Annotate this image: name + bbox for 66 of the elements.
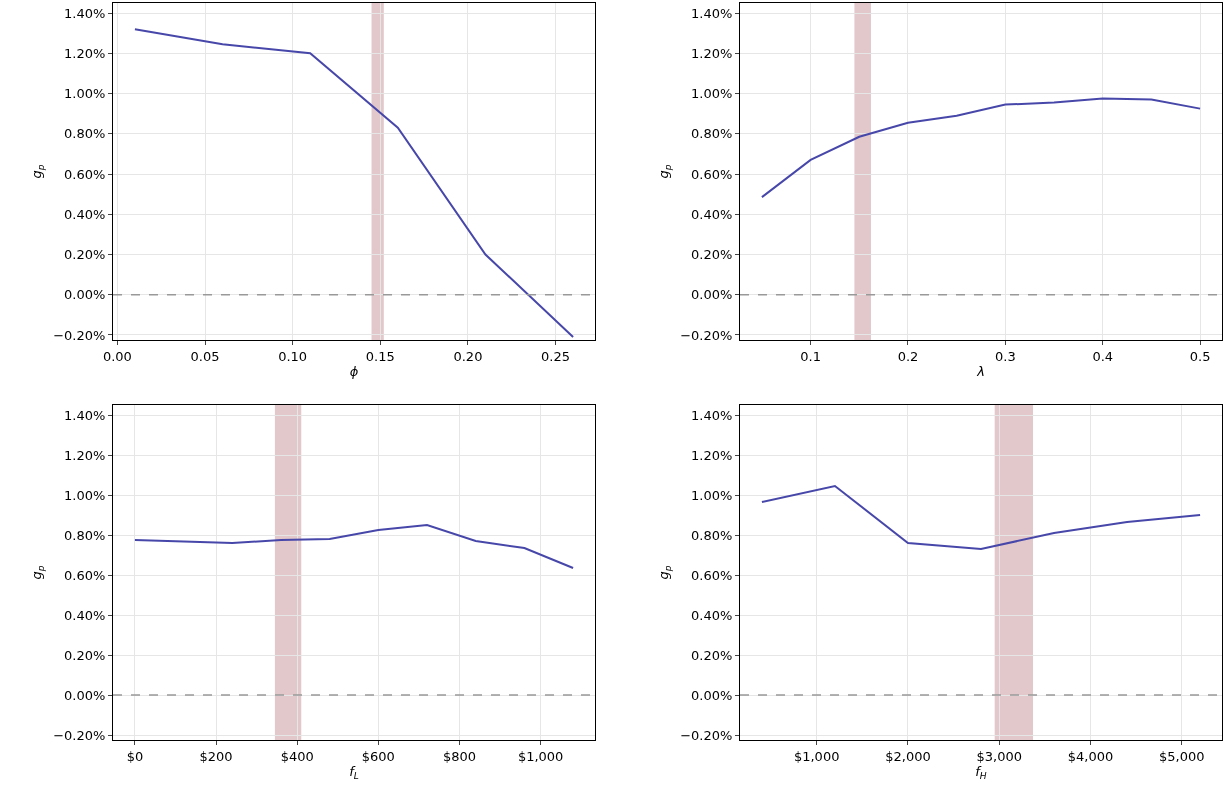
y-tick-label: 1.20% (64, 45, 106, 61)
y-tick-label: 0.00% (691, 687, 733, 703)
y-tick-label: 0.00% (64, 287, 106, 303)
y-tick-label: −0.20% (53, 727, 106, 743)
x-tick-label: $600 (361, 748, 395, 764)
y-tick-label: 1.00% (64, 86, 106, 102)
x-tick-label: $5,000 (1159, 748, 1205, 764)
x-tick-label: 0.4 (1092, 348, 1114, 364)
y-tick-label: 1.40% (64, 5, 106, 21)
x-tick-label: $800 (442, 748, 477, 764)
x-tick-label: 0.1 (800, 348, 821, 364)
x-tick-label: $3,000 (976, 748, 1023, 764)
y-tick-label: 0.00% (64, 687, 106, 703)
x-tick-label: $0 (126, 748, 144, 764)
x-tick-label: 0.00 (102, 348, 132, 364)
y-tick-label: 1.00% (64, 487, 106, 503)
x-tick-label: 0.3 (995, 348, 1016, 364)
x-tick-label: $2,000 (885, 748, 931, 764)
y-tick-label: 0.60% (64, 567, 106, 583)
y-tick-label: 1.00% (691, 86, 733, 102)
line-series (133, 524, 575, 569)
y-tick-label: −0.20% (680, 327, 733, 343)
y-tick-label: 1.40% (691, 407, 733, 423)
y-tick-label: 1.20% (691, 45, 733, 61)
x-tick-label: $1,000 (517, 748, 564, 764)
x-axis-title: f$_{H}$ (975, 764, 987, 781)
y-tick-label: 0.60% (64, 166, 106, 182)
y-tick-label: 0.20% (64, 647, 106, 663)
y-tick-label: 1.40% (64, 407, 106, 423)
y-tick-label: −0.20% (53, 327, 106, 343)
y-tick-label: 0.80% (64, 527, 106, 543)
x-tick-label: 0.10 (278, 348, 308, 364)
y-tick-label: 0.60% (691, 166, 733, 182)
x-axis-title: f$_{L}$ (349, 764, 359, 781)
y-tick-label: 0.60% (691, 567, 733, 583)
line-series (760, 97, 1202, 199)
y-tick-label: 0.20% (691, 247, 733, 263)
y-tick-label: 0.40% (64, 206, 106, 222)
x-tick-label: 0.5 (1189, 348, 1211, 364)
x-tick-label: $200 (199, 748, 233, 764)
x-tick-label: $4,000 (1067, 748, 1114, 764)
y-tick-label: 0.80% (64, 126, 106, 142)
x-tick-label: 0.2 (897, 348, 919, 364)
y-tick-label: 0.20% (64, 247, 106, 263)
y-tick-label: 0.40% (691, 607, 733, 623)
y-tick-label: 1.20% (64, 447, 106, 463)
y-tick-label: 1.00% (691, 487, 733, 503)
line-series (760, 485, 1202, 550)
x-tick-label: 0.20 (453, 348, 483, 364)
y-tick-label: 0.20% (691, 647, 733, 663)
y-tick-label: 0.00% (691, 287, 733, 303)
y-tick-label: 0.40% (691, 206, 733, 222)
x-tick-label: $1,000 (793, 748, 840, 764)
y-tick-label: 0.40% (64, 607, 106, 623)
x-tick-label: 0.15 (365, 348, 395, 364)
y-tick-label: 0.80% (691, 527, 733, 543)
y-tick-label: 1.40% (691, 5, 733, 21)
y-tick-label: 1.20% (691, 447, 733, 463)
y-tick-label: 0.80% (691, 126, 733, 142)
y-tick-label: −0.20% (680, 727, 733, 743)
x-tick-label: 0.05 (190, 348, 220, 364)
x-tick-label: $400 (280, 748, 314, 764)
x-axis-title: ϕ (349, 364, 359, 380)
line-series (133, 28, 575, 338)
x-axis-title: λ (976, 364, 985, 380)
x-tick-label: 0.25 (541, 348, 571, 364)
